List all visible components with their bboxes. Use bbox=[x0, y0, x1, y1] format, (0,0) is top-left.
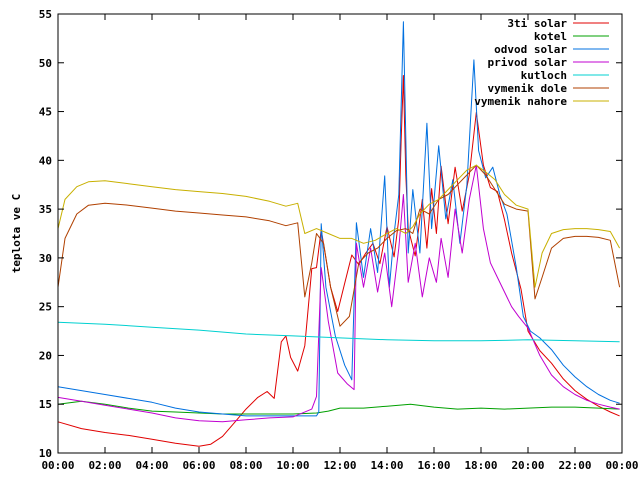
y-tick-label: 10 bbox=[39, 447, 52, 460]
x-tick-label: 16:00 bbox=[417, 459, 450, 472]
legend-label: vymenik dole bbox=[488, 82, 568, 95]
y-axis-label: teplota ve C bbox=[10, 194, 23, 273]
x-tick-label: 10:00 bbox=[276, 459, 309, 472]
y-tick-label: 45 bbox=[39, 106, 52, 119]
x-tick-label: 12:00 bbox=[323, 459, 356, 472]
y-tick-label: 15 bbox=[39, 398, 52, 411]
x-tick-label: 14:00 bbox=[370, 459, 403, 472]
legend-label: kutloch bbox=[521, 69, 567, 82]
x-tick-label: 06:00 bbox=[182, 459, 215, 472]
series-line-3ti-solar bbox=[57, 75, 620, 447]
legend-label: vymenik nahore bbox=[474, 95, 567, 108]
axis-ticks: 10 15 20 25 30 35 40 45 50 55 00:00 02:00 04:00 06:00… bbox=[39, 8, 639, 472]
series-line-odvod-solar bbox=[57, 21, 620, 417]
y-tick-label: 30 bbox=[39, 252, 52, 265]
series-line-privod-solar bbox=[57, 164, 620, 423]
x-tick-label: 18:00 bbox=[464, 459, 497, 472]
y-tick-label: 35 bbox=[39, 203, 52, 216]
y-tick-label: 50 bbox=[39, 57, 52, 70]
legend-label: privod solar bbox=[488, 56, 568, 69]
y-tick-label: 20 bbox=[39, 349, 52, 362]
x-tick-label: 04:00 bbox=[135, 459, 168, 472]
legend-label: odvod solar bbox=[494, 43, 567, 56]
x-tick-label: 08:00 bbox=[229, 459, 262, 472]
series-line-kotel bbox=[57, 400, 620, 415]
x-tick-label: 20:00 bbox=[511, 459, 544, 472]
series-line-vymenik-dole bbox=[57, 164, 621, 327]
series-line-vymenik-nahore bbox=[57, 164, 621, 288]
x-tick-label: 00:00 bbox=[605, 459, 638, 472]
series-line-kutloch bbox=[57, 321, 620, 343]
legend-label: kotel bbox=[534, 30, 567, 43]
y-tick-label: 40 bbox=[39, 154, 52, 167]
x-tick-label: 00:00 bbox=[41, 459, 74, 472]
y-tick-label: 55 bbox=[39, 8, 52, 21]
legend-label: 3ti solar bbox=[507, 17, 567, 30]
x-tick-label: 22:00 bbox=[558, 459, 591, 472]
y-tick-label: 25 bbox=[39, 301, 52, 314]
series-lines bbox=[57, 21, 621, 447]
x-tick-label: 02:00 bbox=[88, 459, 121, 472]
